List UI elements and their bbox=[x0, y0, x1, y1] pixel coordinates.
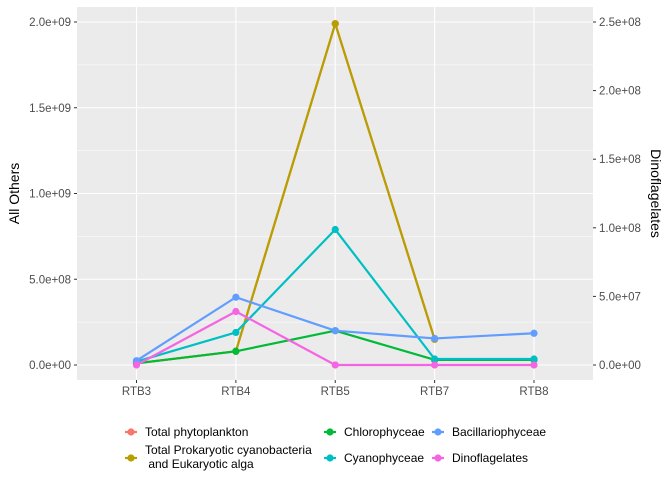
data-point bbox=[232, 307, 240, 316]
y-tick-label: 2.0e+09 bbox=[29, 17, 71, 29]
y2-tick-label: 1.5e+08 bbox=[599, 154, 641, 166]
data-point bbox=[331, 20, 339, 28]
legend-key bbox=[432, 428, 444, 436]
legend: Total phytoplankton Total Prokaryotic cya… bbox=[125, 425, 546, 471]
data-point bbox=[431, 361, 439, 369]
series bbox=[132, 293, 538, 365]
series bbox=[132, 225, 538, 366]
y2-tick-label: 2.0e+08 bbox=[599, 86, 641, 98]
legend-key bbox=[432, 454, 444, 462]
legend-key-point bbox=[326, 454, 334, 462]
data-point bbox=[530, 329, 538, 337]
y2-axis-title: Dinoflagelates bbox=[648, 149, 664, 238]
x-tick-label: RTB7 bbox=[420, 386, 449, 398]
y2-tick-label: 5.0e+07 bbox=[599, 291, 641, 303]
legend-key-point bbox=[127, 428, 135, 436]
x-tick-label: RTB3 bbox=[122, 386, 151, 398]
series-layer bbox=[132, 20, 538, 369]
y-tick-label: 1.5e+09 bbox=[29, 103, 71, 115]
data-point bbox=[431, 334, 439, 343]
legend-label: Total phytoplankton bbox=[145, 425, 248, 439]
legend-key-point bbox=[434, 454, 442, 462]
legend-key bbox=[125, 454, 137, 462]
legend-key bbox=[324, 454, 336, 462]
legend-key-point bbox=[127, 454, 135, 462]
legend-label: Chlorophyceae bbox=[344, 425, 425, 439]
legend-label: Total Prokaryotic cyanobacteria and Euka… bbox=[145, 443, 312, 471]
y-tick-label: 0.0e+00 bbox=[29, 360, 71, 372]
legend-label: Dinoflagelates bbox=[452, 451, 528, 465]
data-point bbox=[331, 361, 339, 369]
data-point bbox=[530, 361, 538, 369]
y2-tick-label: 1.0e+08 bbox=[599, 223, 641, 235]
data-point bbox=[331, 327, 339, 335]
y-axis-title: All Others bbox=[6, 163, 22, 224]
grid bbox=[77, 7, 593, 380]
data-point bbox=[431, 355, 439, 363]
x-tick-label: RTB8 bbox=[519, 386, 548, 398]
legend-label: Cyanophyceae bbox=[344, 451, 424, 465]
data-point bbox=[232, 293, 240, 301]
legend-key-point bbox=[434, 428, 442, 436]
y2-tick-label: 2.5e+08 bbox=[599, 17, 641, 29]
data-point bbox=[232, 328, 240, 337]
y2-tick-label: 0.0e+00 bbox=[599, 360, 641, 372]
data-point bbox=[331, 225, 339, 234]
data-point bbox=[132, 361, 141, 369]
legend-label: Bacillariophyceae bbox=[452, 425, 546, 439]
legend-key-point bbox=[326, 428, 334, 436]
legend-key bbox=[125, 428, 137, 436]
series bbox=[132, 307, 538, 369]
y-tick-label: 5.0e+08 bbox=[29, 274, 71, 286]
x-tick-label: RTB4 bbox=[221, 386, 251, 398]
x-tick-label: RTB5 bbox=[321, 386, 350, 398]
data-point bbox=[530, 355, 538, 363]
legend-key bbox=[324, 428, 336, 436]
y-tick-label: 1.0e+09 bbox=[29, 189, 71, 201]
axes-layer: 0.0e+00 5.0e+08 1.0e+09 1.5e+09 2.0e+09 0.0e+… bbox=[29, 17, 641, 398]
data-point bbox=[232, 347, 240, 355]
